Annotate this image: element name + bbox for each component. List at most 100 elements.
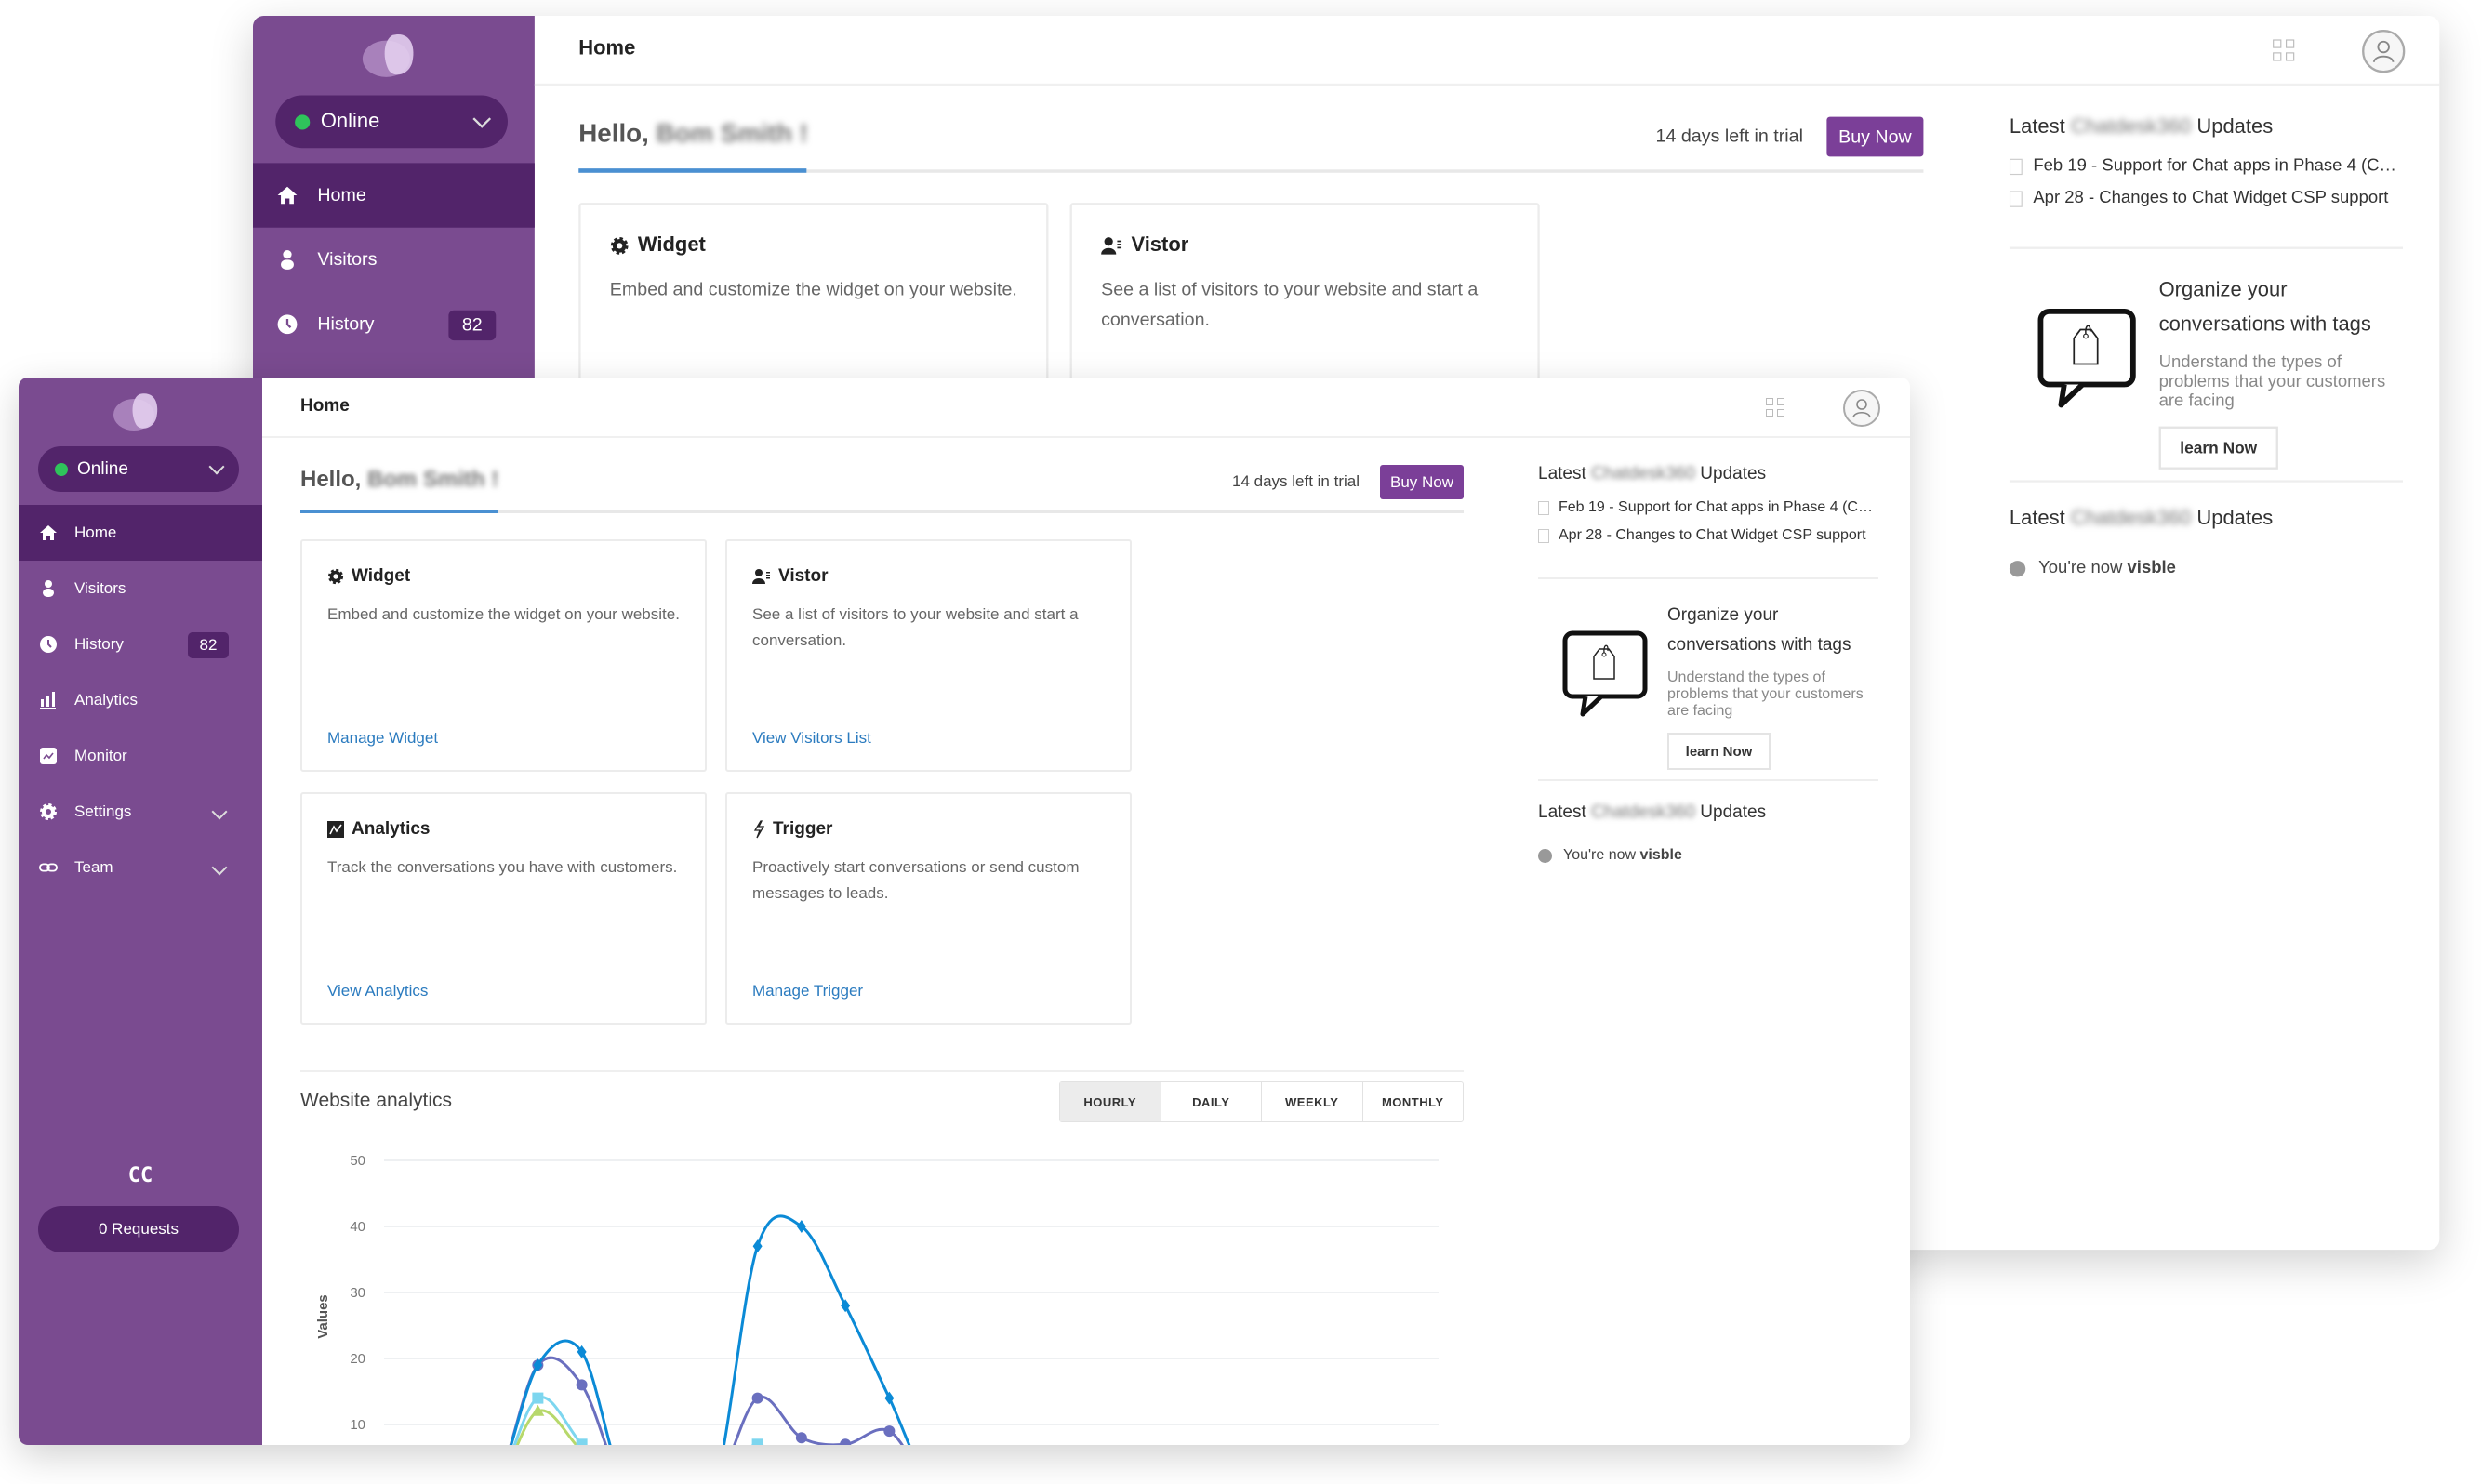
update-text: Feb 19 - Support for Chat apps in Phase … (1559, 499, 1873, 515)
home-icon (39, 523, 58, 542)
updates-heading: Latest Chatdesk360 Updates (2010, 507, 2273, 530)
heading-prefix: Latest (2009, 115, 2065, 139)
sidebar-item-visitors[interactable]: Visitors (253, 228, 535, 292)
user-icon (39, 579, 58, 598)
requests-button[interactable]: 0 Requests (38, 1206, 239, 1252)
update-item[interactable]: Apr 28 - Changes to Chat Widget CSP supp… (1538, 522, 1873, 550)
card-description: Embed and customize the widget on your w… (327, 605, 680, 623)
manage-trigger-link[interactable]: Manage Trigger (752, 982, 864, 1000)
brand-name: Chatdesk360 (2070, 507, 2192, 530)
tab-monthly[interactable]: MONTHLY (1381, 1094, 1444, 1109)
divider (300, 1070, 1464, 1072)
logo-icon (113, 393, 158, 431)
view-visitors-link[interactable]: View Visitors List (752, 729, 871, 747)
status-label: Online (77, 458, 128, 479)
tab-daily[interactable]: DAILY (1161, 1082, 1262, 1121)
status-prefix: You're now (1563, 847, 1637, 863)
update-item[interactable]: Apr 28 - Changes to Chat Widget CSP supp… (2009, 182, 2396, 215)
visitor-card: Vistor See a list of visitors to your we… (725, 539, 1132, 772)
divider (2009, 246, 2403, 249)
data-point (841, 1299, 851, 1313)
heading-prefix: Latest (2009, 507, 2065, 530)
view-analytics-link[interactable]: View Analytics (327, 982, 429, 1000)
data-point (840, 1438, 852, 1445)
trial-status: 14 days left in trial (1655, 125, 1803, 146)
update-item[interactable]: Feb 19 - Support for Chat apps in Phase … (1538, 494, 1873, 522)
sidebar-item-label: Settings (74, 802, 132, 820)
sidebar-item-history[interactable]: History 82 (253, 292, 535, 356)
y-axis-label: Values (315, 1294, 331, 1339)
lightning-icon (753, 820, 765, 839)
chevron-down-icon (211, 803, 228, 820)
history-count-badge: 82 (448, 310, 497, 341)
apps-grid-icon[interactable] (1766, 398, 1784, 417)
heading-prefix: Latest (1538, 464, 1586, 484)
y-tick-label: 30 (350, 1285, 365, 1301)
page-title: Home (300, 396, 350, 416)
sidebar-item-home[interactable]: Home (253, 163, 535, 228)
y-tick-label: 40 (350, 1219, 365, 1235)
gear-icon (327, 568, 344, 585)
clock-icon (39, 635, 58, 654)
tab-hourly[interactable]: HOURLY (1060, 1082, 1161, 1121)
sidebar-item-label: Monitor (74, 747, 127, 764)
chevron-down-icon (211, 859, 228, 876)
y-tick-label: 50 (350, 1153, 365, 1169)
promo-title: Organize your conversations with tags (1667, 605, 1851, 655)
status-dot (1538, 848, 1552, 863)
status-dropdown[interactable]: Online (38, 446, 239, 492)
history-count-badge: 82 (188, 632, 229, 658)
monitor-icon (39, 747, 58, 765)
chevron-down-icon (208, 458, 225, 474)
widget-card: Widget Embed and customize the widget on… (300, 539, 707, 772)
clock-icon (276, 313, 298, 335)
sidebar-item-home[interactable]: Home (19, 505, 262, 561)
heading-suffix: Updates (1700, 464, 1767, 484)
buy-now-button[interactable]: Buy Now (1826, 116, 1924, 157)
sidebar: Online Home Visitors History 82 Analytic… (19, 378, 262, 1445)
buy-now-button[interactable]: Buy Now (1380, 465, 1464, 499)
status-dropdown[interactable]: Online (275, 95, 508, 149)
top-header: Home (262, 378, 1910, 438)
card-description: Track the conversations you have with cu… (327, 858, 678, 876)
promo-description: Understand the types of problems that yo… (1667, 669, 1864, 719)
sidebar-item-settings[interactable]: Settings (19, 784, 262, 840)
dashboard-window: Online Home Visitors History 82 Analytic… (19, 378, 1910, 1445)
updates-heading: Latest Chatdesk360 Updates (1538, 802, 1766, 823)
sidebar-item-label: Visitors (317, 248, 378, 270)
gear-icon (610, 237, 629, 255)
divider (2009, 480, 2403, 483)
visibility-status: You're now visble (1538, 847, 1682, 864)
learn-now-button[interactable]: learn Now (2158, 426, 2278, 470)
sidebar-item-monitor[interactable]: Monitor (19, 728, 262, 784)
user-icon (276, 249, 298, 271)
sidebar-nav: Home Visitors History 82 Analytics Monit… (19, 505, 262, 895)
tab-weekly[interactable]: WEEKLY (1262, 1082, 1363, 1121)
data-point (577, 1345, 587, 1358)
sidebar-item-visitors[interactable]: Visitors (19, 561, 262, 616)
analytics-line-chart: Values 10 20 30 40 50 (315, 1153, 1439, 1445)
manage-widget-link[interactable]: Manage Widget (327, 729, 439, 747)
sidebar-item-label: Home (317, 184, 366, 205)
online-status-dot (55, 462, 68, 476)
period-tabs: HOURLY DAILY WEEKLY MONTHLY (1059, 1081, 1464, 1122)
update-item[interactable]: Feb 19 - Support for Chat apps in Phase … (2009, 151, 2396, 183)
y-tick-label: 20 (350, 1351, 365, 1367)
brand-name: Chatdesk360 (1591, 802, 1696, 822)
series-line (510, 1214, 911, 1445)
sidebar-item-team[interactable]: Team (19, 840, 262, 895)
trigger-card: Trigger Proactively start conversations … (725, 792, 1132, 1025)
avatar[interactable] (2362, 30, 2406, 73)
greeting: Hello, Bom Smith ! (300, 467, 498, 493)
sidebar-item-analytics[interactable]: Analytics (19, 672, 262, 728)
apps-grid-icon[interactable] (2273, 39, 2295, 61)
learn-now-button[interactable]: learn Now (1667, 733, 1771, 770)
sidebar-item-history[interactable]: History 82 (19, 616, 262, 672)
status-prefix: You're now (2038, 558, 2123, 577)
heading-suffix: Updates (2196, 115, 2274, 139)
status-dot (2009, 560, 2026, 576)
page-title: Home (578, 37, 636, 60)
card-title: Widget (637, 233, 706, 257)
avatar[interactable] (1843, 390, 1880, 427)
greeting-text: Hello, (578, 118, 649, 149)
